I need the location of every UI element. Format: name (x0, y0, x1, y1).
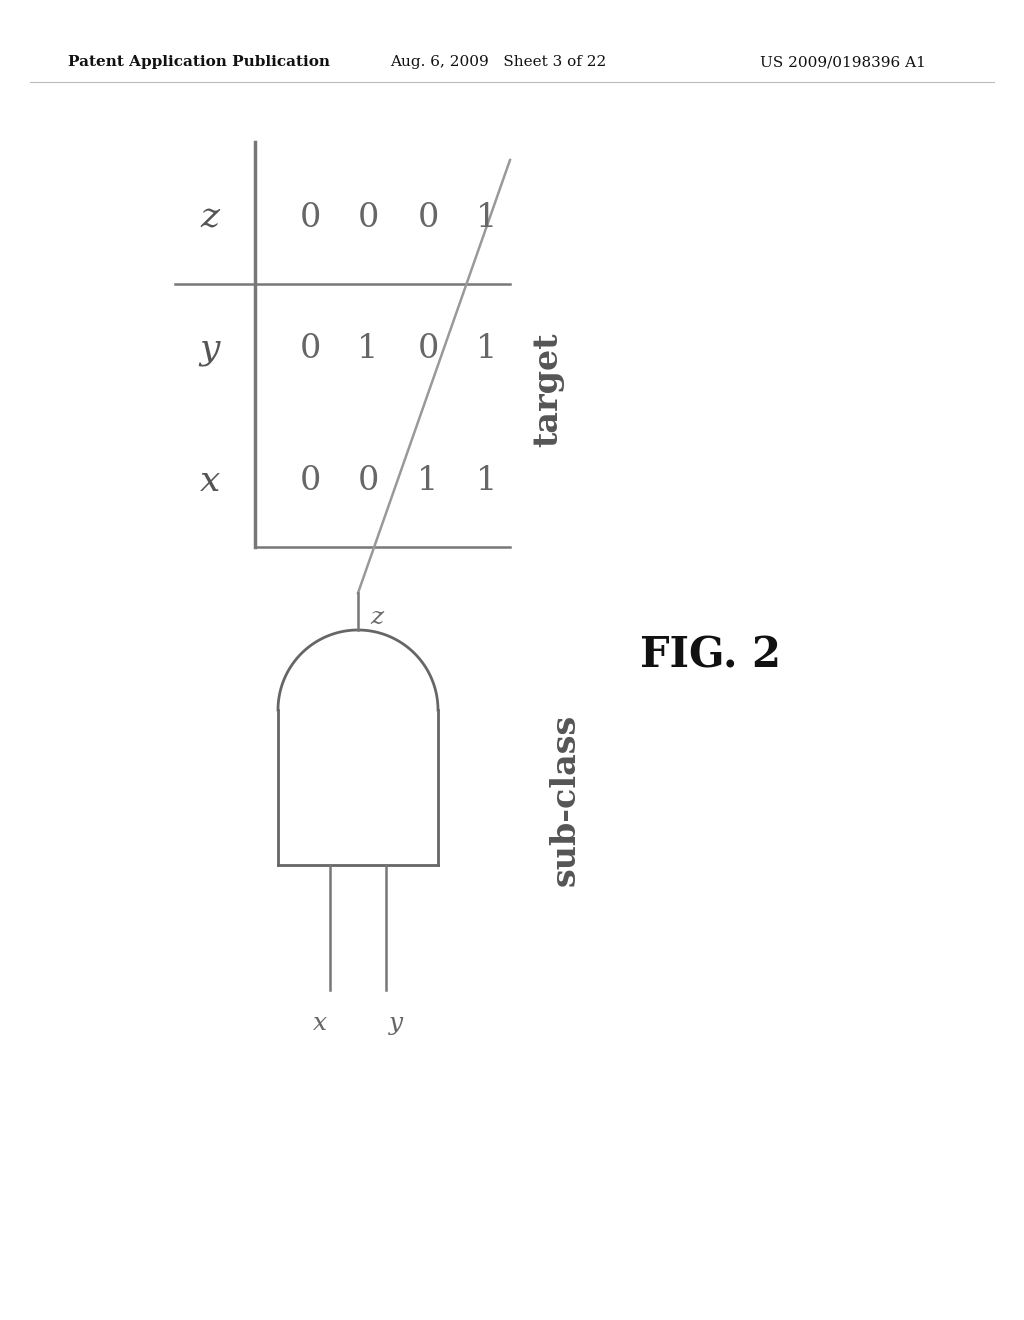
Text: 1: 1 (476, 202, 498, 234)
Text: 1: 1 (418, 465, 438, 498)
Text: y: y (389, 1012, 403, 1035)
Text: x: x (200, 465, 220, 498)
Text: 0: 0 (299, 334, 321, 366)
Text: z: z (370, 606, 383, 630)
Text: FIG. 2: FIG. 2 (640, 634, 780, 676)
Text: 0: 0 (418, 202, 438, 234)
Text: US 2009/0198396 A1: US 2009/0198396 A1 (760, 55, 926, 69)
Text: 1: 1 (476, 465, 498, 498)
Text: 0: 0 (357, 465, 379, 498)
Text: 0: 0 (357, 202, 379, 234)
Text: 1: 1 (357, 334, 379, 366)
Text: Patent Application Publication: Patent Application Publication (68, 55, 330, 69)
Text: y: y (200, 333, 220, 367)
Text: 1: 1 (476, 334, 498, 366)
Text: 0: 0 (299, 465, 321, 498)
Text: 0: 0 (299, 202, 321, 234)
Text: Aug. 6, 2009   Sheet 3 of 22: Aug. 6, 2009 Sheet 3 of 22 (390, 55, 606, 69)
Text: 0: 0 (418, 334, 438, 366)
Text: target: target (531, 333, 564, 447)
Text: z: z (201, 201, 219, 235)
Text: sub-class: sub-class (549, 714, 582, 886)
Text: x: x (313, 1012, 327, 1035)
